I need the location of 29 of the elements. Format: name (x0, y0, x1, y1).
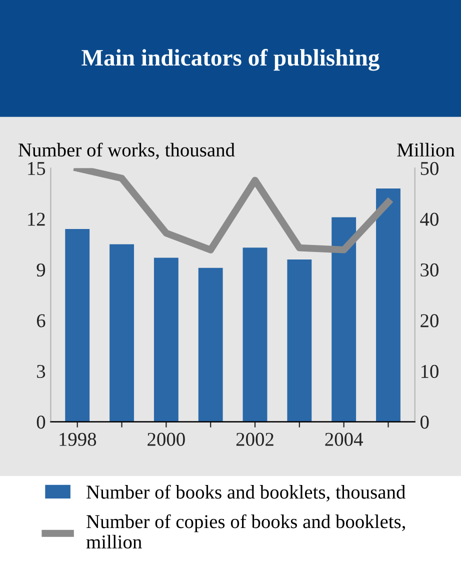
y-tick-label: 15 (28, 162, 46, 176)
bar (376, 188, 400, 422)
bar (198, 268, 223, 422)
y-tick-label: 6 (36, 314, 46, 328)
legend-label: Number of copies of books and booklets, million (86, 514, 406, 549)
y2-tick-label: 30 (420, 263, 438, 277)
y2-tick-label: 10 (421, 364, 438, 378)
bar (110, 244, 134, 422)
y2-tick-label: 0 (420, 416, 429, 429)
bar (154, 258, 178, 422)
y2-axis-title: Million (397, 142, 455, 157)
y-axis-title: Number of works, thousand (18, 142, 235, 160)
bar (242, 248, 268, 422)
x-tick-label: 1998 (60, 432, 96, 446)
y-tick-label: 3 (37, 364, 46, 378)
y2-tick-label: 20 (420, 314, 438, 328)
bar (287, 259, 312, 422)
bar (65, 229, 90, 422)
y-tick-label: 9 (36, 263, 46, 277)
y-tick-label: 0 (36, 416, 46, 429)
y2-tick-label: 50 (420, 162, 438, 176)
legend-label: Number of books and booklets, thousand (86, 484, 406, 502)
bar (332, 217, 356, 422)
chart-title: Main indicators of publishing (82, 48, 380, 71)
y2-tick-label: 40 (420, 212, 438, 226)
x-tick-label: 2000 (148, 432, 185, 446)
x-tick-label: 2002 (236, 432, 274, 446)
y-tick-label: 12 (28, 212, 45, 226)
x-tick-label: 2004 (325, 432, 363, 446)
